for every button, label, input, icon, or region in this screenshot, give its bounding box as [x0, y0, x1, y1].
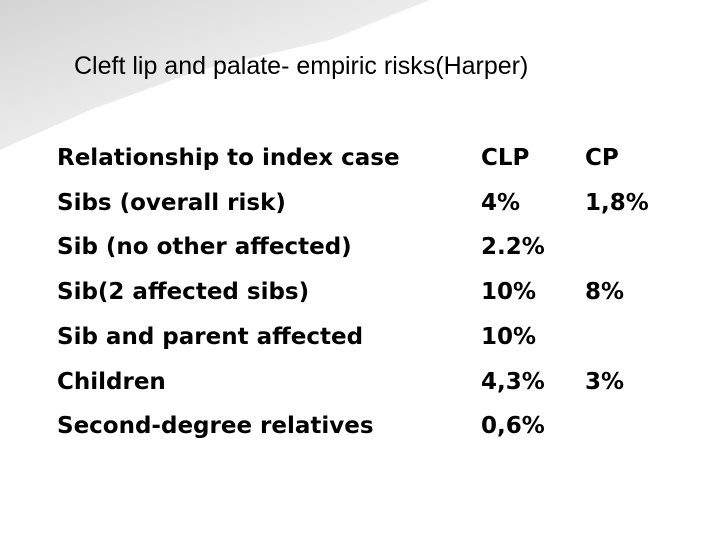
- corner-shade: [0, 0, 430, 150]
- row-relationship: Children: [57, 368, 166, 395]
- row-cp: 3%: [585, 368, 625, 395]
- slide-title: Cleft lip and palate- empiric risks(Harp…: [74, 52, 529, 80]
- row-relationship: Sib and parent affected: [57, 323, 364, 350]
- row-relationship: Second-degree relatives: [57, 413, 374, 440]
- row-relationship: Sib(2 affected sibs): [57, 279, 310, 306]
- row-cp: 1,8%: [585, 189, 649, 216]
- header-cp: CP: [585, 145, 619, 171]
- header-clp: CLP: [481, 145, 530, 171]
- row-clp: 4,3%: [481, 368, 545, 395]
- row-clp: 10%: [481, 279, 537, 306]
- row-relationship: Sib (no other affected): [57, 234, 352, 261]
- row-clp: 0,6%: [481, 413, 545, 440]
- row-clp: 2.2%: [481, 234, 545, 261]
- header-relationship: Relationship to index case: [57, 145, 400, 171]
- row-clp: 10%: [481, 323, 537, 350]
- row-clp: 4%: [481, 189, 521, 216]
- row-cp: 8%: [585, 279, 625, 306]
- row-relationship: Sibs (overall risk): [57, 189, 286, 216]
